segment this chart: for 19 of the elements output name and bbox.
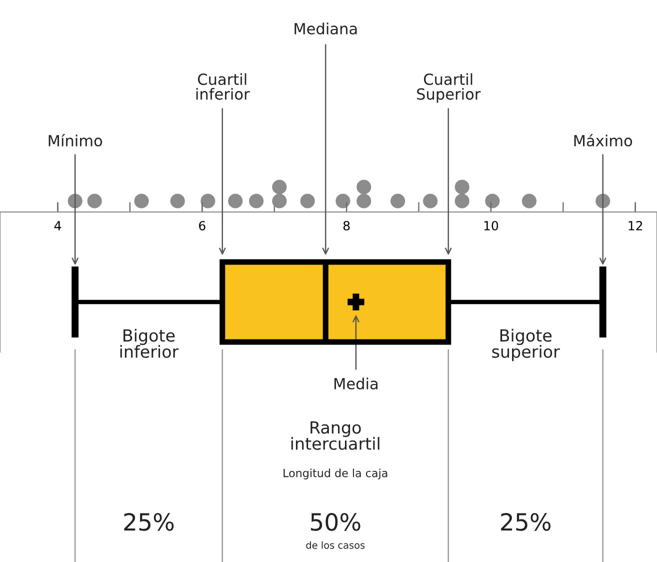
text: Longitud de la caja — [284, 468, 388, 480]
text: Mínimo — [48, 134, 102, 146]
annotation: Bigote superior — [492, 328, 560, 362]
text: Media — [334, 378, 378, 390]
x-tick-label: 8 — [343, 220, 350, 230]
x-tick-label: 6 — [199, 220, 206, 230]
annotation: Bigote inferior — [120, 328, 179, 358]
text: Rango intercuartil — [291, 421, 380, 450]
text: Mediana — [294, 22, 357, 34]
text: de los casos — [306, 541, 365, 549]
x-tick-label: 10 — [484, 220, 498, 230]
x-tick-label: 12 — [628, 220, 642, 230]
text: Cuartil inferior — [196, 73, 250, 100]
text: 25% — [501, 512, 551, 531]
text: Máximo — [574, 134, 632, 146]
text: 25% — [124, 512, 174, 531]
text: Cuartil Superior — [417, 73, 481, 103]
text: 50% — [310, 512, 360, 531]
x-tick-label: 4 — [54, 221, 62, 230]
